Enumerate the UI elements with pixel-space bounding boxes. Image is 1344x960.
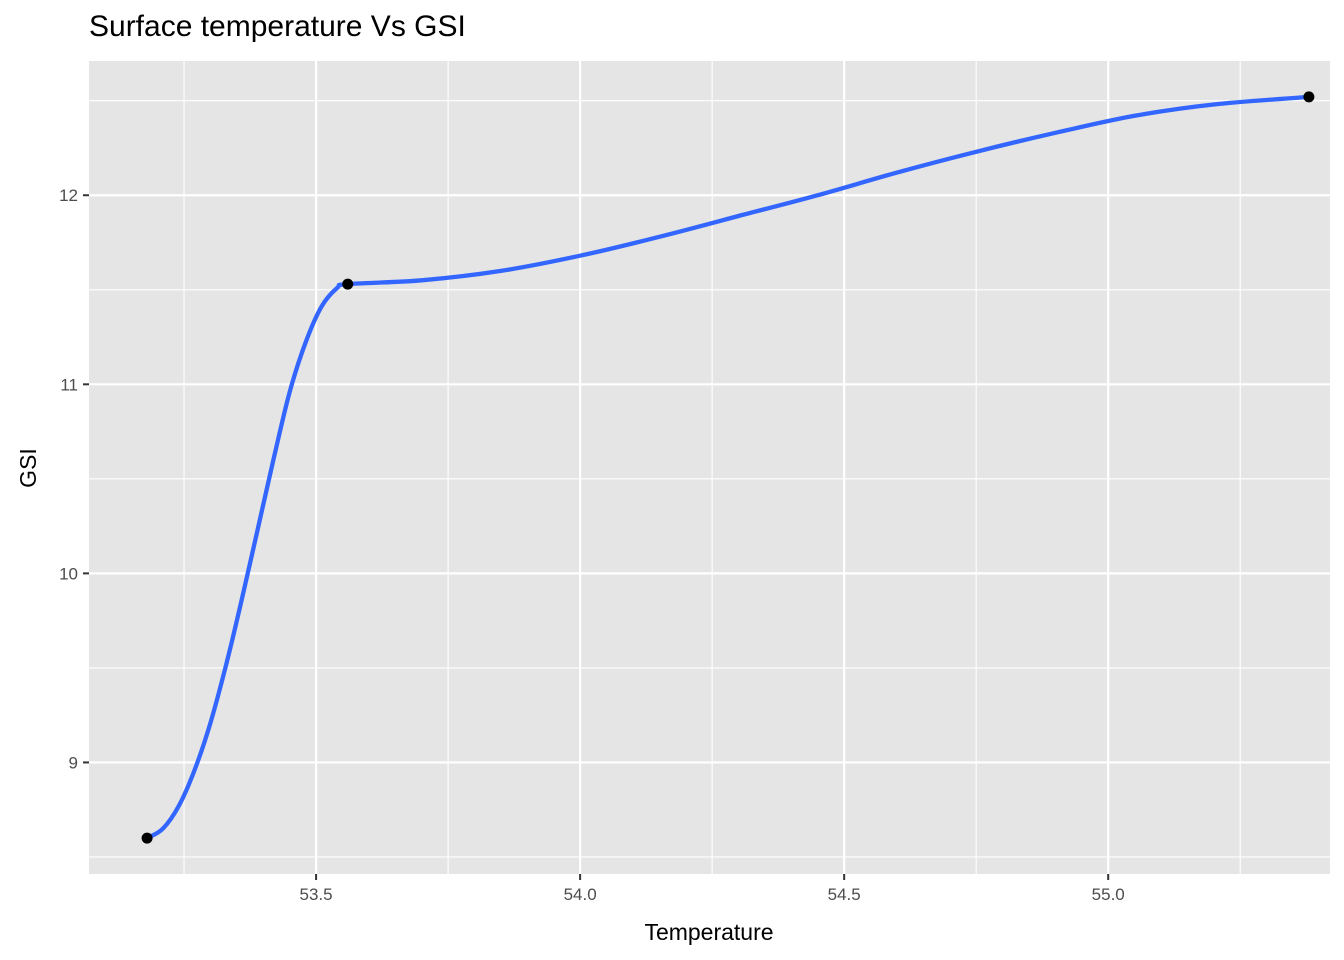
points-layer — [141, 91, 1315, 844]
x-tick-label: 55.0 — [1092, 885, 1125, 904]
x-axis: 53.5 54.0 54.5 55.0 — [300, 874, 1125, 904]
x-tick-label: 54.5 — [828, 885, 861, 904]
smooth-line — [144, 94, 1312, 841]
minor-gridlines — [89, 61, 1330, 874]
plot-panel — [89, 61, 1330, 874]
y-tick-label: 11 — [60, 375, 78, 394]
series-layer — [144, 94, 1312, 841]
y-tick-label: 10 — [59, 564, 78, 583]
x-axis-title: Temperature — [644, 919, 773, 945]
data-point — [1303, 91, 1315, 103]
data-point — [342, 278, 354, 290]
y-tick-label: 9 — [69, 753, 78, 772]
x-tick-label: 54.0 — [564, 885, 597, 904]
data-point — [141, 832, 153, 844]
chart-title: Surface temperature Vs GSI — [89, 10, 466, 43]
major-gridlines — [89, 61, 1330, 874]
y-axis: 9 10 11 12 — [59, 186, 89, 772]
y-axis-title: GSI — [15, 448, 41, 488]
y-tick-label: 12 — [59, 186, 78, 205]
x-tick-label: 53.5 — [300, 885, 333, 904]
